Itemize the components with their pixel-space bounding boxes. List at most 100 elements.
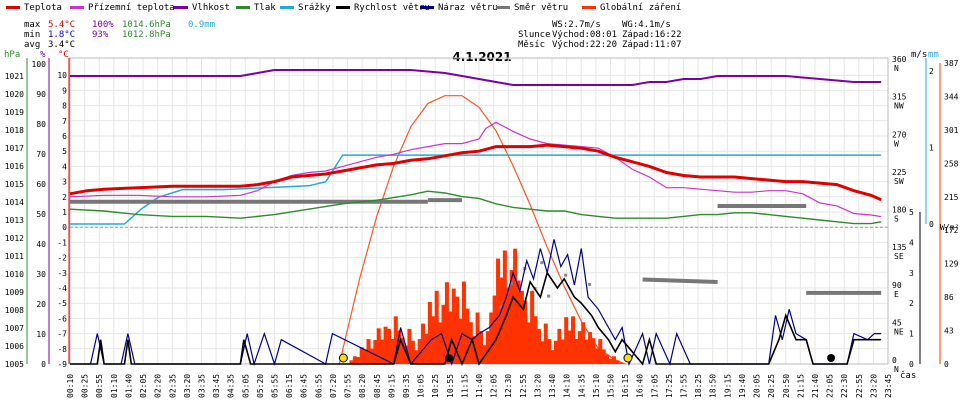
info-sun-label: Slunce: [518, 30, 551, 40]
radiation-bar: [540, 341, 545, 364]
temperature-tick: -4: [57, 284, 67, 293]
x-tick-label: 19:40: [738, 374, 747, 398]
pressure-tick: 1005: [5, 360, 24, 369]
humidity-tick: 60: [36, 180, 46, 189]
radiation-bar: [479, 331, 484, 364]
x-tick-label: 12:55: [519, 374, 528, 398]
pressure-tick: 1007: [5, 324, 24, 333]
legend-swatch: [236, 6, 250, 9]
stats-max-hum: 100%: [92, 20, 114, 30]
radiation-bar: [581, 322, 586, 364]
radiation-bar: [485, 331, 490, 364]
unit-pct: %: [40, 50, 46, 60]
x-tick-label: 05:20: [256, 374, 265, 398]
pressure-tick: 1014: [5, 198, 24, 207]
legend-swatch: [336, 6, 350, 9]
temperature-tick: 10: [57, 71, 67, 80]
x-tick-label: 10:55: [446, 374, 455, 398]
x-tick-label: 23:20: [869, 374, 878, 398]
radiation-tick: 215: [944, 193, 959, 202]
legend-swatch: [280, 6, 294, 9]
radiation-bar: [410, 340, 415, 364]
x-tick-label: 02:05: [139, 374, 148, 398]
wind-direction-point: [499, 305, 503, 309]
radiation-bar: [543, 323, 548, 364]
radiation-bar: [598, 339, 603, 364]
legend-swatch: [582, 6, 596, 9]
pressure-tick: 1017: [5, 144, 24, 153]
stats-max-press: 1014.6hPa: [122, 20, 171, 30]
x-tick-label: 01:40: [124, 374, 133, 398]
x-tick-label: 04:35: [227, 374, 236, 398]
sunrise-marker: [338, 353, 348, 363]
grid: [69, 57, 889, 365]
radiation-bar: [455, 296, 460, 364]
x-tick-label: 13:20: [533, 374, 542, 398]
radiation-bar: [506, 287, 511, 364]
wind-dir-label: N: [894, 64, 899, 73]
temperature-tick: -6: [57, 314, 67, 323]
radiation-bar: [352, 356, 357, 364]
temperature-tick: 1: [62, 208, 67, 217]
radiation-bar: [393, 316, 398, 364]
radiation-bar: [451, 288, 456, 364]
wind-dir-tick: 225: [892, 168, 907, 177]
radiation-bar: [390, 339, 395, 364]
moonrise-marker: [827, 354, 836, 362]
radiation-bar: [618, 362, 623, 364]
radiation-bar: [571, 316, 576, 364]
sunset-marker: [623, 353, 633, 363]
pressure-tick: 1012: [5, 234, 24, 243]
radiation-bar: [564, 317, 569, 364]
info-ws: WS:2.7m/s: [552, 20, 601, 30]
unit-ms: m/s: [911, 50, 927, 60]
humidity-tick: 80: [36, 120, 46, 129]
wind-dir-tick: 135: [892, 243, 907, 252]
radiation-bar: [404, 345, 409, 364]
x-tick-label: 14:35: [577, 374, 586, 398]
radiation-bar: [356, 357, 361, 364]
unit-wm2: W/m²: [940, 223, 959, 232]
wind-dir-label: SE: [894, 252, 904, 261]
astro-info: WS:2.7m/s WG:4.1m/s Slunce Východ:08:01 …: [518, 20, 682, 50]
temperature-line: [69, 143, 882, 202]
wind-direction-point: [564, 273, 568, 277]
x-tick-label: 00:55: [95, 374, 104, 398]
pressure-line: [69, 190, 882, 225]
radiation-bar: [502, 250, 507, 364]
legend: Teplota Přízemní teplota Vlhkost Tlak Srážky…: [6, 3, 681, 13]
rain-tick: 2: [929, 67, 934, 76]
radiation-bar: [611, 356, 616, 364]
wind-speed-tick: 3: [909, 269, 914, 278]
legend-label: Teplota: [24, 3, 62, 13]
x-tick-label: 13:40: [548, 374, 557, 398]
radiation-bar: [577, 331, 582, 364]
radiation-tick: 387: [944, 59, 959, 68]
radiation-bar: [526, 322, 531, 364]
pressure-tick: 1019: [5, 108, 24, 117]
radiation-tick: 43: [944, 327, 954, 336]
wind-dir-label: E: [894, 290, 899, 299]
x-tick-label: 07:20: [329, 374, 338, 398]
temperature-tick: -8: [57, 345, 67, 354]
radiation-tick: 344: [944, 92, 959, 101]
radiation-bar: [519, 290, 524, 364]
temperature-tick: 2: [62, 193, 67, 202]
radiation-bar: [431, 316, 436, 364]
wind-speed-tick: 5: [909, 208, 914, 217]
radiation-bar: [441, 304, 446, 364]
plot-area: [69, 69, 882, 367]
radiation-bar: [492, 295, 497, 364]
stats-max-rain: 0.9mm: [188, 20, 215, 30]
temperature-tick: -1: [57, 238, 67, 247]
stats-avg-temp: 3.4°C: [48, 40, 75, 50]
x-tick-label: 06:55: [314, 374, 323, 398]
wind-direction-point: [509, 282, 513, 286]
wind-dir-label: N: [894, 365, 899, 374]
x-tick-label: 18:50: [709, 374, 718, 398]
chart-title: 4.1.2021: [452, 50, 511, 64]
temperature-tick: 6: [62, 132, 67, 141]
x-axis: 00:10 00:25 00:55 01:10 01:40 02:05 02:20 02:35…: [66, 374, 893, 398]
radiation-bar: [438, 322, 443, 364]
